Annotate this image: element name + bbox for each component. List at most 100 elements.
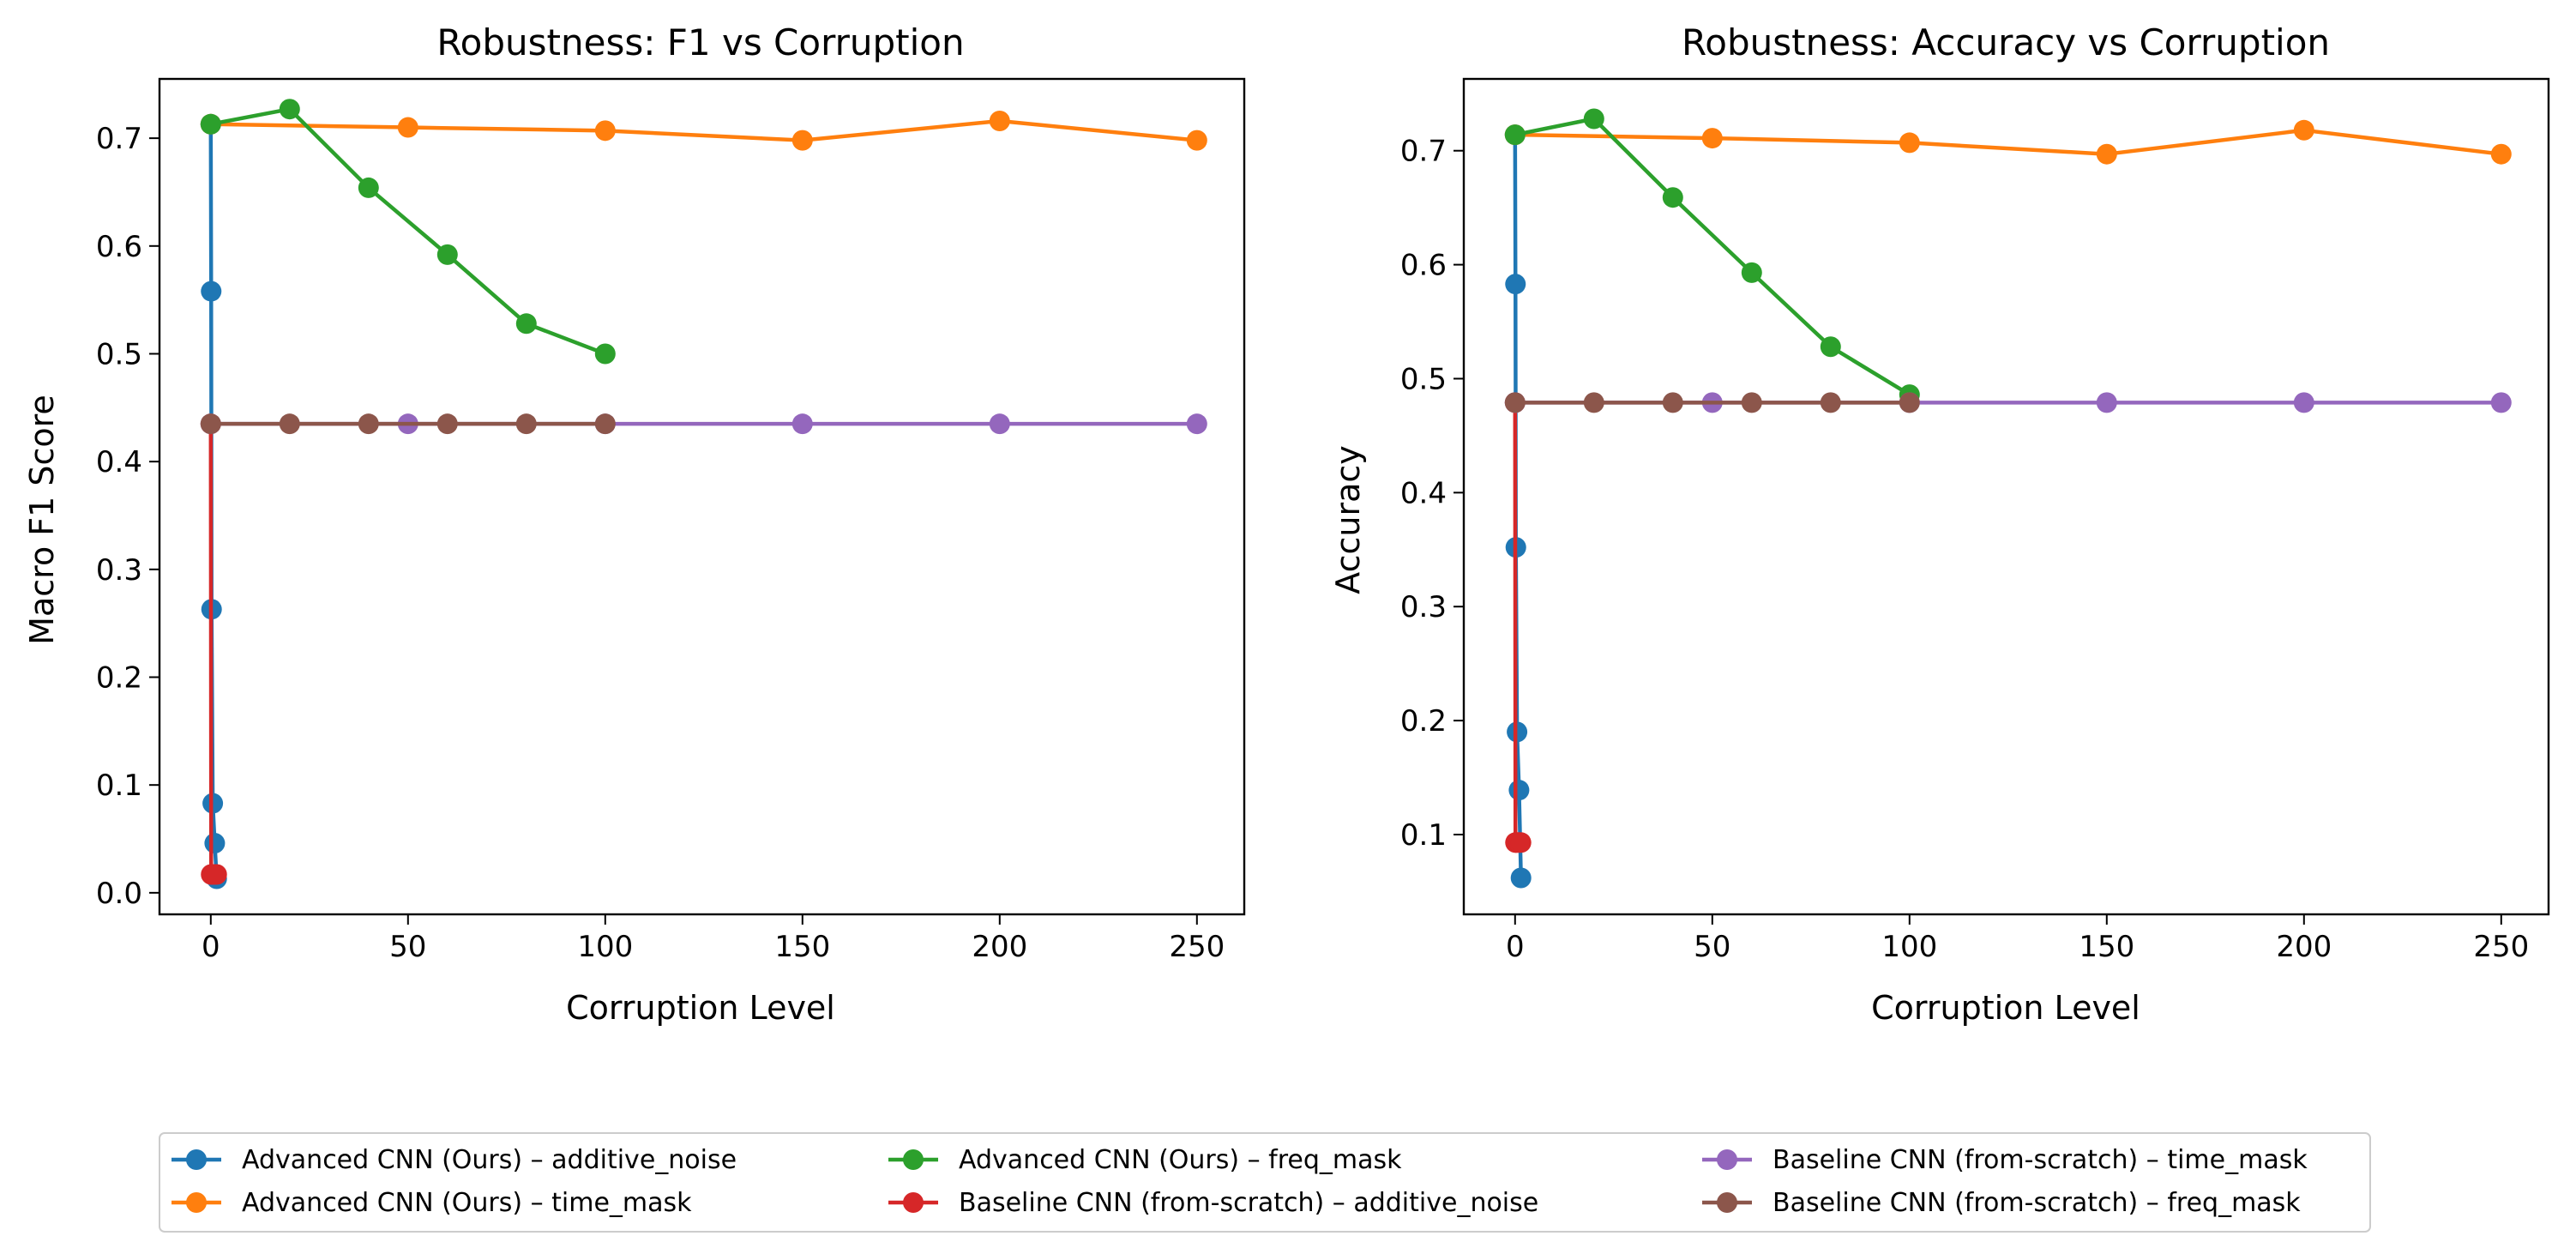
f1-series-line — [208, 106, 608, 356]
f1-y-tick-label: 0.0 — [96, 877, 142, 911]
f1-data-point — [358, 413, 379, 435]
accuracy-data-point — [1741, 262, 1762, 283]
accuracy-data-point — [1899, 392, 1920, 413]
accuracy-chart-title: Robustness: Accuracy vs Corruption — [1682, 21, 2330, 63]
accuracy-y-tick-label: 0.4 — [1400, 476, 1447, 510]
legend-entry: Baseline CNN (from-scratch) – freq_mask — [1702, 1188, 2301, 1218]
f1-chart-xlabel: Corruption Level — [566, 989, 835, 1027]
accuracy-data-point — [1504, 124, 1526, 146]
legend-marker-swatch — [903, 1192, 924, 1213]
f1-chart-ylabel: Macro F1 Score — [23, 395, 61, 645]
legend-label: Baseline CNN (from-scratch) – freq_mask — [1773, 1188, 2301, 1218]
f1-data-point — [279, 413, 300, 435]
accuracy-x-tick-label: 250 — [2473, 930, 2529, 964]
legend-entry: Baseline CNN (from-scratch) – additive_n… — [888, 1188, 1538, 1218]
f1-y-tick-label: 0.4 — [96, 445, 142, 479]
accuracy-data-point — [1662, 392, 1683, 413]
accuracy-data-point — [1820, 392, 1841, 413]
accuracy-chart-panel: Robustness: Accuracy vs Corruption Corru… — [1329, 21, 2550, 1027]
accuracy-data-point — [1510, 867, 1532, 889]
accuracy-data-point — [2490, 143, 2512, 165]
accuracy-data-point — [1741, 392, 1762, 413]
accuracy-x-tick-label: 150 — [2079, 930, 2134, 964]
f1-data-point — [791, 130, 813, 151]
f1-data-point — [358, 177, 379, 198]
accuracy-data-point — [1899, 132, 1920, 154]
legend-entry: Baseline CNN (from-scratch) – time_mask — [1702, 1145, 2308, 1175]
legend-label: Advanced CNN (Ours) – time_mask — [242, 1188, 692, 1218]
accuracy-y-tick-label: 0.2 — [1400, 704, 1447, 739]
accuracy-data-point — [2096, 392, 2117, 413]
f1-y-tick-label: 0.7 — [96, 122, 142, 156]
f1-x-tick-label: 250 — [1169, 930, 1225, 964]
f1-plot-frame — [158, 77, 1246, 916]
f1-x-tick-label: 100 — [577, 930, 633, 964]
f1-y-tick-label: 0.1 — [96, 769, 142, 803]
f1-data-point — [436, 413, 458, 435]
accuracy-data-point — [2293, 392, 2314, 413]
accuracy-data-point — [1820, 336, 1841, 358]
legend-marker-swatch — [903, 1149, 924, 1170]
accuracy-x-tick-label: 0 — [1506, 930, 1525, 964]
legend-label: Advanced CNN (Ours) – additive_noise — [242, 1145, 737, 1175]
f1-data-point — [1186, 413, 1207, 435]
f1-data-point — [204, 833, 226, 854]
accuracy-data-point — [1662, 187, 1683, 208]
legend-entry: Advanced CNN (Ours) – additive_noise — [172, 1145, 737, 1175]
f1-data-point — [200, 113, 221, 135]
f1-data-point — [436, 244, 458, 265]
accuracy-series-6 — [1504, 392, 1920, 413]
f1-data-point — [594, 120, 616, 142]
f1-x-tick-label: 0 — [202, 930, 220, 964]
f1-x-tick-label: 150 — [774, 930, 830, 964]
accuracy-data-point — [1583, 108, 1604, 130]
legend: Advanced CNN (Ours) – additive_noise Adva… — [159, 1132, 2371, 1233]
accuracy-data-point — [1583, 392, 1604, 413]
legend-entry: Advanced CNN (Ours) – time_mask — [172, 1188, 692, 1218]
accuracy-data-point — [1510, 832, 1532, 853]
accuracy-series-line — [1513, 128, 2504, 156]
f1-data-point — [206, 864, 227, 885]
accuracy-chart-xlabel: Corruption Level — [1871, 989, 2140, 1027]
f1-x-tick-label: 50 — [389, 930, 426, 964]
accuracy-data-point — [2096, 143, 2117, 165]
legend-marker-swatch — [1717, 1192, 1737, 1213]
f1-data-point — [791, 413, 813, 435]
f1-data-point — [989, 111, 1010, 132]
legend-label: Advanced CNN (Ours) – freq_mask — [959, 1145, 1402, 1175]
accuracy-series-line — [1513, 117, 1912, 397]
f1-data-point — [515, 313, 537, 335]
f1-data-point — [397, 117, 418, 138]
f1-series-line — [208, 118, 1200, 142]
f1-x-tick-label: 200 — [972, 930, 1027, 964]
accuracy-data-point — [1505, 274, 1526, 295]
f1-y-tick-label: 0.6 — [96, 230, 142, 264]
accuracy-x-tick-label: 200 — [2276, 930, 2332, 964]
accuracy-data-point — [1504, 392, 1526, 413]
accuracy-chart-ylabel: Accuracy — [1329, 445, 1367, 594]
accuracy-x-tick-label: 100 — [1881, 930, 1937, 964]
f1-y-tick-label: 0.2 — [96, 661, 142, 696]
f1-data-point — [201, 280, 222, 302]
f1-data-point — [594, 413, 616, 435]
accuracy-y-tick-label: 0.6 — [1400, 249, 1447, 283]
f1-y-tick-label: 0.5 — [96, 337, 142, 371]
legend-marker-swatch — [186, 1149, 207, 1170]
legend-marker-swatch — [1717, 1149, 1737, 1170]
f1-chart-title: Robustness: F1 vs Corruption — [436, 21, 964, 63]
accuracy-x-tick-label: 50 — [1694, 930, 1730, 964]
legend-label: Baseline CNN (from-scratch) – time_mask — [1773, 1145, 2308, 1175]
f1-data-point — [594, 343, 616, 365]
accuracy-y-tick-label: 0.1 — [1400, 818, 1447, 853]
legend-marker-swatch — [186, 1192, 207, 1213]
legend-entry: Advanced CNN (Ours) – freq_mask — [888, 1145, 1402, 1175]
accuracy-data-point — [1508, 780, 1530, 801]
legend-label: Baseline CNN (from-scratch) – additive_n… — [959, 1188, 1538, 1218]
legend-frame — [159, 1132, 2371, 1233]
f1-data-point — [989, 413, 1010, 435]
accuracy-data-point — [2293, 119, 2314, 141]
f1-series-6 — [200, 413, 616, 435]
f1-data-point — [1186, 130, 1207, 151]
f1-data-point — [279, 99, 300, 120]
